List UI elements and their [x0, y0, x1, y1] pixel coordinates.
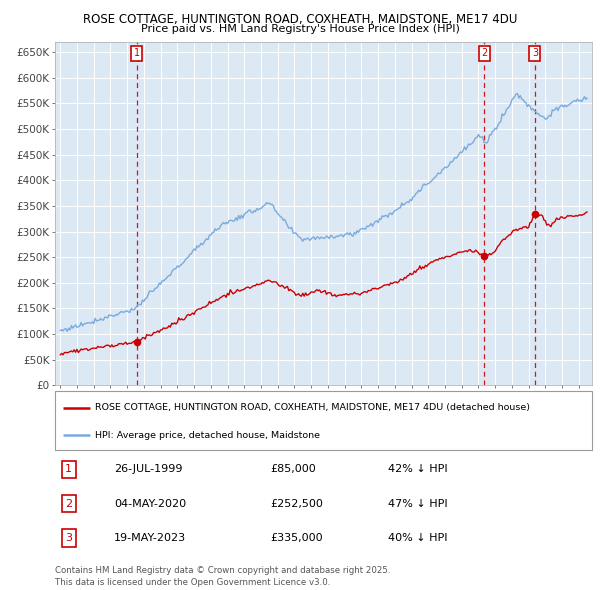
Text: ROSE COTTAGE, HUNTINGTON ROAD, COXHEATH, MAIDSTONE, ME17 4DU: ROSE COTTAGE, HUNTINGTON ROAD, COXHEATH,… [83, 13, 517, 26]
Text: £252,500: £252,500 [270, 499, 323, 509]
Text: 2: 2 [481, 48, 487, 58]
Text: 04-MAY-2020: 04-MAY-2020 [114, 499, 187, 509]
Text: 3: 3 [65, 533, 72, 543]
Text: 1: 1 [134, 48, 140, 58]
Text: 47% ↓ HPI: 47% ↓ HPI [388, 499, 448, 509]
Text: Contains HM Land Registry data © Crown copyright and database right 2025.
This d: Contains HM Land Registry data © Crown c… [55, 566, 391, 587]
Text: Price paid vs. HM Land Registry's House Price Index (HPI): Price paid vs. HM Land Registry's House … [140, 24, 460, 34]
Text: 1: 1 [65, 464, 72, 474]
Text: 19-MAY-2023: 19-MAY-2023 [114, 533, 187, 543]
Text: £335,000: £335,000 [270, 533, 323, 543]
Text: £85,000: £85,000 [270, 464, 316, 474]
Text: 26-JUL-1999: 26-JUL-1999 [114, 464, 183, 474]
Text: 40% ↓ HPI: 40% ↓ HPI [388, 533, 448, 543]
Text: 3: 3 [532, 48, 538, 58]
Text: 42% ↓ HPI: 42% ↓ HPI [388, 464, 448, 474]
Text: 2: 2 [65, 499, 72, 509]
Text: HPI: Average price, detached house, Maidstone: HPI: Average price, detached house, Maid… [95, 431, 320, 440]
Text: ROSE COTTAGE, HUNTINGTON ROAD, COXHEATH, MAIDSTONE, ME17 4DU (detached house): ROSE COTTAGE, HUNTINGTON ROAD, COXHEATH,… [95, 403, 530, 412]
